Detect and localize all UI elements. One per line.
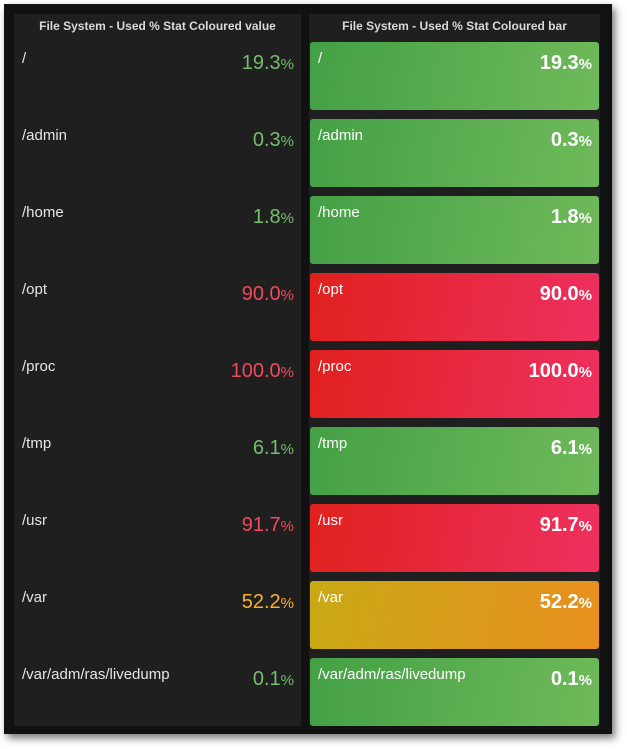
stat-name: /var: [22, 589, 48, 606]
panel-coloured-value[interactable]: File System - Used % Stat Coloured value…: [14, 14, 301, 726]
stat-name: /var/adm/ras/livedump: [318, 666, 466, 683]
stat-value-number: 52.2: [241, 591, 281, 613]
stat-value-number: 90.0: [539, 283, 579, 305]
stat-value-unit: %: [280, 595, 294, 612]
stat-value: 1.8%: [551, 205, 592, 231]
stat-value-unit: %: [280, 518, 294, 535]
stat-name: /opt: [22, 281, 48, 298]
stat-tile: /tmp 6.1%: [310, 427, 599, 495]
stat-name: /proc: [22, 358, 56, 375]
stat-value-number: 6.1: [252, 437, 281, 459]
stat-value-number: 0.1: [252, 668, 281, 690]
stat-value-number: 19.3: [539, 52, 579, 74]
stat-name: /usr: [318, 512, 344, 529]
stat-name: /var/adm/ras/livedump: [22, 666, 170, 683]
stat-value: 91.7%: [540, 513, 592, 539]
stat-value-unit: %: [578, 595, 592, 612]
stat-name: /var: [318, 589, 344, 606]
stat-value-unit: %: [578, 518, 592, 535]
stat-tile: /opt 90.0%: [310, 273, 599, 341]
stat-value-unit: %: [280, 672, 294, 689]
stat-value-number: 6.1: [550, 437, 579, 459]
stat-value: 1.8%: [253, 205, 294, 231]
stat-value: 19.3%: [242, 51, 294, 77]
stat-tile: /proc 100.0%: [14, 350, 301, 418]
stat-value: 100.0%: [529, 359, 592, 385]
stat-value: 19.3%: [540, 51, 592, 77]
stat-tile: /home 1.8%: [14, 196, 301, 264]
stat-name: /: [22, 50, 27, 67]
stat-name: /opt: [318, 281, 344, 298]
stat-value-unit: %: [280, 364, 294, 381]
stat-name: /admin: [318, 127, 364, 144]
panel-coloured-bar[interactable]: File System - Used % Stat Coloured bar /…: [309, 14, 600, 726]
stat-tile: /var 52.2%: [310, 581, 599, 649]
stat-value-unit: %: [280, 56, 294, 73]
stat-value: 0.1%: [551, 667, 592, 693]
stat-value-unit: %: [578, 672, 592, 689]
stat-tile: /opt 90.0%: [14, 273, 301, 341]
stat-value: 90.0%: [540, 282, 592, 308]
stat-tile: /var/adm/ras/livedump 0.1%: [14, 658, 301, 726]
stat-name: /home: [22, 204, 64, 221]
stat-tile: /proc 100.0%: [310, 350, 599, 418]
stat-value-unit: %: [578, 441, 592, 458]
stat-tile: / 19.3%: [310, 42, 599, 110]
stat-tile: /home 1.8%: [310, 196, 599, 264]
stat-value-unit: %: [578, 133, 592, 150]
stat-tile: /admin 0.3%: [14, 119, 301, 187]
stat-value-unit: %: [578, 287, 592, 304]
stat-value-unit: %: [280, 287, 294, 304]
stat-value-number: 100.0: [230, 360, 281, 382]
stat-tile: / 19.3%: [14, 42, 301, 110]
stat-tile: /usr 91.7%: [14, 504, 301, 572]
stat-name: /tmp: [318, 435, 348, 452]
stat-tile: /tmp 6.1%: [14, 427, 301, 495]
stat-value: 100.0%: [231, 359, 294, 385]
stat-value-unit: %: [578, 210, 592, 227]
stat-value: 91.7%: [242, 513, 294, 539]
stat-name: /admin: [22, 127, 68, 144]
stat-tile: /admin 0.3%: [310, 119, 599, 187]
stat-value-number: 91.7: [539, 514, 579, 536]
stat-value-number: 1.8: [252, 206, 281, 228]
stat-value-number: 52.2: [539, 591, 579, 613]
stat-value-number: 0.3: [550, 129, 579, 151]
stat-value-unit: %: [280, 210, 294, 227]
stat-value: 0.1%: [253, 667, 294, 693]
stat-value-unit: %: [280, 133, 294, 150]
stat-value: 90.0%: [242, 282, 294, 308]
panel-title[interactable]: File System - Used % Stat Coloured bar: [342, 19, 567, 33]
stat-name: /tmp: [22, 435, 52, 452]
dashboard-frame: File System - Used % Stat Coloured value…: [4, 4, 612, 734]
panel-title[interactable]: File System - Used % Stat Coloured value: [39, 19, 276, 33]
stat-value: 6.1%: [253, 436, 294, 462]
stat-name: /: [318, 50, 323, 67]
stat-name: /usr: [22, 512, 48, 529]
stat-value-number: 0.3: [252, 129, 281, 151]
stat-value-unit: %: [578, 56, 592, 73]
stat-value-number: 90.0: [241, 283, 281, 305]
stat-value-number: 100.0: [528, 360, 579, 382]
stat-value-number: 1.8: [550, 206, 579, 228]
stat-tile: /var 52.2%: [14, 581, 301, 649]
stat-tile: /usr 91.7%: [310, 504, 599, 572]
stat-tile: /var/adm/ras/livedump 0.1%: [310, 658, 599, 726]
stat-value: 0.3%: [253, 128, 294, 154]
stat-value-unit: %: [280, 441, 294, 458]
stat-value-number: 0.1: [550, 668, 579, 690]
stat-value: 52.2%: [540, 590, 592, 616]
stat-value-unit: %: [578, 364, 592, 381]
stat-value: 6.1%: [551, 436, 592, 462]
stat-value-number: 91.7: [241, 514, 281, 536]
stat-value: 0.3%: [551, 128, 592, 154]
stat-value: 52.2%: [242, 590, 294, 616]
stat-name: /home: [318, 204, 360, 221]
stat-value-number: 19.3: [241, 52, 281, 74]
stat-name: /proc: [318, 358, 352, 375]
